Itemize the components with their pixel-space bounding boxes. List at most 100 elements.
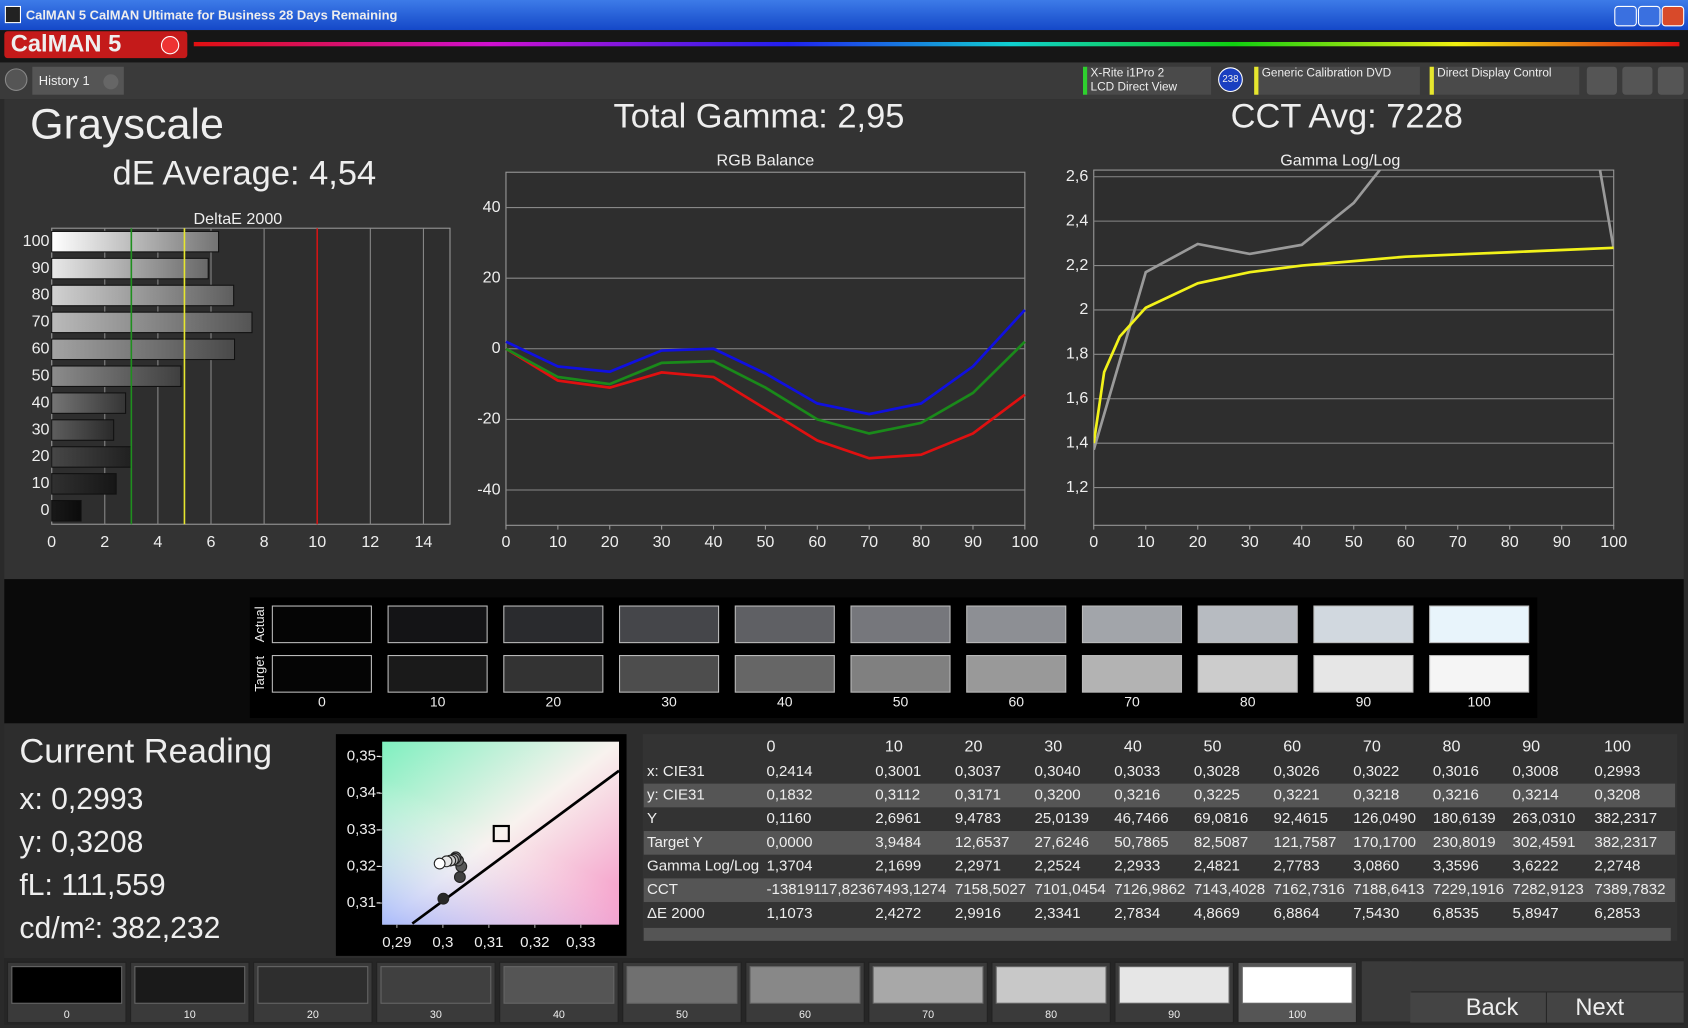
- swatch-label: 60: [1008, 694, 1024, 710]
- row-background: [643, 878, 1676, 903]
- play-button[interactable]: [4, 68, 28, 91]
- y-tick-label: 0: [492, 339, 501, 357]
- minimize-button[interactable]: [1614, 5, 1637, 27]
- table-cell: 7229,1916: [1433, 881, 1504, 898]
- table-cell: 1,3704: [766, 858, 812, 875]
- table-scrollbar[interactable]: [643, 927, 1671, 941]
- table-cell: 2,2933: [1114, 858, 1160, 875]
- actual-swatch: [619, 605, 720, 644]
- chart-title: RGB Balance: [717, 152, 815, 170]
- patch-label: 100: [1288, 1009, 1306, 1021]
- x-tick-label: 0,31: [474, 934, 503, 951]
- back-button[interactable]: [1410, 992, 1546, 1023]
- table-cell: 46,7466: [1114, 810, 1168, 827]
- target-swatch: [734, 655, 835, 693]
- stop-button[interactable]: [1361, 961, 1412, 1022]
- table-cell: 6,2853: [1594, 905, 1640, 922]
- table-cell: 50,7865: [1114, 834, 1168, 851]
- target-point: [492, 824, 510, 843]
- patch-label: 70: [922, 1009, 934, 1021]
- table-cell: 69,0816: [1194, 810, 1248, 827]
- table-cell: 2,4821: [1194, 858, 1240, 875]
- close-button[interactable]: [1661, 5, 1685, 27]
- patch-color: [749, 966, 861, 1004]
- table-cell: 0,3208: [1594, 786, 1640, 803]
- bar: [51, 500, 82, 522]
- actual-swatch: [1081, 605, 1183, 644]
- table-cell: 7162,7316: [1274, 881, 1345, 898]
- table-cell: 126,0490: [1353, 810, 1416, 827]
- actual-swatch: [850, 605, 951, 644]
- y-tick-label: 2,2: [1066, 256, 1088, 274]
- target-swatch: [1429, 655, 1530, 693]
- patch-color: [134, 966, 246, 1004]
- target-swatch: [1313, 655, 1414, 693]
- patch-label: 50: [676, 1009, 688, 1021]
- table-cell: 7389,7832: [1594, 881, 1665, 898]
- collapse-button[interactable]: [1657, 66, 1684, 95]
- next-label: Next: [1575, 995, 1624, 1021]
- series-line: [1093, 246, 1614, 444]
- table-cell: 7143,4028: [1194, 881, 1265, 898]
- swatch-label: 10: [430, 694, 446, 710]
- settings-button[interactable]: [1586, 66, 1617, 95]
- meter-name: X-Rite i1Pro 2: [1091, 65, 1165, 79]
- x-tick-label: 100: [1600, 533, 1627, 551]
- point: [433, 857, 446, 870]
- table-cell: 0,3112: [875, 786, 920, 803]
- x-tick-label: 0,3: [432, 934, 453, 951]
- plot-area: [1093, 169, 1615, 526]
- maximize-button[interactable]: [1637, 5, 1661, 27]
- logo-dropdown[interactable]: [160, 36, 180, 55]
- table-cell: 6,8864: [1274, 905, 1320, 922]
- meter-box[interactable]: [1087, 66, 1212, 95]
- de-average: dE Average: 4,54: [113, 155, 377, 193]
- table-cell: 1,1073: [766, 905, 812, 922]
- y-tick-label: 0: [41, 501, 50, 519]
- chart-title: Gamma Log/Log: [1280, 152, 1400, 170]
- x-tick-label: 30: [1241, 533, 1259, 551]
- patch-color: [626, 966, 738, 1004]
- badge[interactable]: [1218, 67, 1243, 93]
- y-tick-label: 2,4: [1066, 211, 1088, 229]
- table-cell: 0,3225: [1194, 786, 1240, 803]
- table-cell: 2,3341: [1035, 905, 1081, 922]
- swatch-label: 50: [893, 694, 909, 710]
- table-cell: 0,3200: [1035, 786, 1081, 803]
- bar: [51, 230, 220, 253]
- target-label: Target: [252, 656, 267, 692]
- display-box[interactable]: [1433, 66, 1580, 95]
- swatch-label: 0: [318, 694, 326, 710]
- table-cell: 263,0310: [1513, 810, 1576, 827]
- y-tick-label: 60: [32, 340, 50, 358]
- table-cell: 25,0139: [1035, 810, 1089, 827]
- y-tick-label: 10: [32, 474, 50, 492]
- playback-controls[interactable]: [1410, 961, 1684, 992]
- actual-swatch: [1429, 605, 1530, 644]
- bar: [51, 365, 182, 387]
- logo-button[interactable]: [4, 31, 188, 59]
- bar: [51, 446, 132, 468]
- source-box[interactable]: [1258, 66, 1420, 95]
- help-button[interactable]: [1622, 66, 1653, 95]
- column-header: 10: [885, 737, 903, 755]
- point: [437, 892, 450, 905]
- y-tick-label: 0,35-: [347, 748, 381, 765]
- x-tick-label: 80: [1501, 533, 1519, 551]
- table-cell: 0,3028: [1194, 763, 1240, 780]
- table-cell: 5,8947: [1513, 905, 1559, 922]
- x-tick-label: 14: [414, 533, 432, 551]
- x-tick-label: 30: [653, 533, 671, 551]
- next-button[interactable]: [1546, 992, 1684, 1023]
- table-cell: 2,1699: [875, 858, 921, 875]
- x-tick-label: 20: [601, 533, 619, 551]
- table-cell: 7101,0454: [1035, 881, 1106, 898]
- table-cell: 7282,9123: [1513, 881, 1584, 898]
- table-cell: 2,2524: [1035, 858, 1081, 875]
- row-label: Gamma Log/Log: [647, 858, 759, 875]
- table-cell: -13819117,8236: [766, 881, 875, 898]
- display-indicator: [1429, 66, 1434, 95]
- add-tab[interactable]: [103, 74, 119, 90]
- x-tick-label: 0: [1089, 533, 1098, 551]
